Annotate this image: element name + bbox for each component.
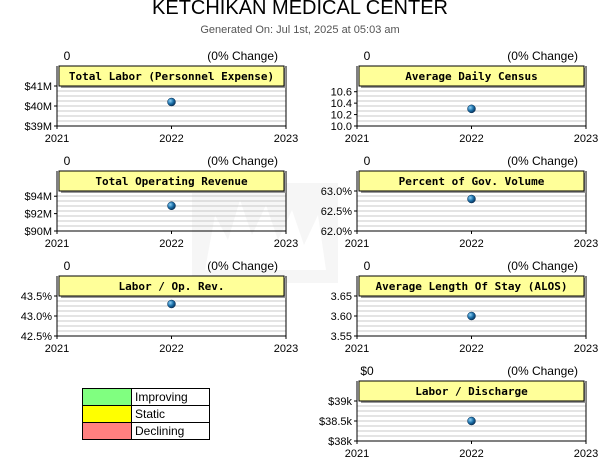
x-tick-label: 2022 (159, 343, 183, 355)
x-tick-label: 2021 (345, 448, 369, 460)
y-tick-label: 63.0% (321, 186, 352, 198)
chart-labor-discharge: $0 (0% Change) Labor / Discharge $38k $38.5k… (319, 364, 598, 460)
x-tick-label: 2021 (345, 343, 369, 355)
y-tick-label: 10.4 (331, 98, 352, 110)
panel-title: Average Length Of Stay (ALOS) (375, 280, 567, 293)
panel-title-box (358, 380, 585, 402)
data-point (467, 104, 476, 114)
x-tick-label: 2021 (345, 238, 369, 250)
y-tick-label: 10.2 (331, 110, 352, 122)
panel-title: Average Daily Census (405, 70, 537, 83)
panel-title: Labor / Op. Rev. (119, 280, 225, 293)
y-tick-label: 10.0 (331, 121, 352, 133)
data-point (167, 97, 176, 107)
x-tick-label: 2022 (159, 133, 183, 145)
change-value: 0 (64, 49, 71, 63)
data-point (467, 311, 476, 321)
data-point (167, 299, 176, 309)
change-percent: (0% Change) (507, 259, 578, 273)
legend-label-declining: Declining (131, 422, 210, 440)
legend-item-declining: Declining (82, 422, 210, 440)
change-value: 0 (364, 49, 371, 63)
legend-label-improving: Improving (131, 388, 210, 406)
change-percent: (0% Change) (207, 259, 278, 273)
x-tick-label: 2023 (574, 343, 598, 355)
data-point (167, 201, 176, 211)
change-value: 0 (64, 154, 71, 168)
y-tick-label: 62.0% (321, 226, 352, 238)
y-tick-label: 43.0% (21, 311, 52, 323)
y-tick-label: $41M (24, 81, 52, 93)
change-percent: (0% Change) (507, 364, 578, 378)
x-tick-label: 2022 (459, 133, 483, 145)
legend-item-improving: Improving (82, 388, 210, 406)
panel-title: Percent of Gov. Volume (399, 175, 545, 188)
chart-average-daily-census: 0 (0% Change) Average Daily Census 10.010.2… (331, 49, 599, 145)
y-tick-label: $90M (24, 226, 52, 238)
change-value: $0 (360, 364, 374, 378)
x-tick-label: 2023 (574, 133, 598, 145)
panel-title: Total Labor (Personnel Expense) (69, 70, 274, 83)
x-tick-label: 2021 (45, 343, 69, 355)
y-tick-label: 3.65 (331, 291, 352, 303)
change-percent: (0% Change) (207, 49, 278, 63)
panel-title-box (58, 170, 285, 192)
x-tick-label: 2021 (45, 133, 69, 145)
page-title: KETCHIKAN MEDICAL CENTER (152, 0, 448, 19)
generated-timestamp: Generated On: Jul 1st, 2025 at 05:03 am (200, 24, 400, 36)
x-tick-label: 2023 (274, 133, 298, 145)
change-percent: (0% Change) (507, 49, 578, 63)
data-point (467, 194, 476, 204)
y-tick-label: $39M (24, 121, 52, 133)
panel-title-box (358, 65, 585, 87)
y-tick-label: $38k (328, 436, 352, 448)
x-tick-label: 2021 (45, 238, 69, 250)
y-tick-label: 3.55 (331, 331, 352, 343)
panel-title: Total Operating Revenue (95, 175, 248, 188)
x-tick-label: 2022 (159, 238, 183, 250)
y-tick-label: $92M (24, 209, 52, 221)
change-percent: (0% Change) (507, 154, 578, 168)
chart-total-operating-revenue: 0 (0% Change) Total Operating Revenue $90M $… (24, 154, 298, 250)
x-tick-label: 2023 (274, 343, 298, 355)
panel-title-box (58, 65, 285, 87)
y-tick-label: 3.60 (331, 311, 352, 323)
y-tick-label: 10.6 (331, 87, 352, 99)
x-tick-label: 2023 (574, 238, 598, 250)
panel-title-box (358, 275, 585, 297)
legend-swatch-declining (82, 422, 132, 440)
chart-labor-op-rev: 0 (0% Change) Labor / Op. Rev. 42.5% 43.0% 43… (21, 259, 298, 355)
panel-title-box (358, 170, 585, 192)
x-tick-label: 2022 (459, 238, 483, 250)
legend-label-static: Static (131, 405, 210, 423)
legend-swatch-improving (82, 388, 132, 406)
y-tick-label: 43.5% (21, 291, 52, 303)
change-percent: (0% Change) (207, 154, 278, 168)
panel-title: Labor / Discharge (415, 385, 528, 398)
y-tick-label: $38.5k (319, 416, 353, 428)
change-value: 0 (364, 154, 371, 168)
y-tick-label: $40M (24, 101, 52, 113)
chart-average-length-of-stay-alos: 0 (0% Change) Average Length Of Stay (ALOS… (331, 259, 599, 355)
legend-swatch-static (82, 405, 132, 423)
chart-total-labor-personnel-expense: 0 (0% Change) Total Labor (Personnel Expen… (24, 49, 298, 145)
x-tick-label: 2022 (459, 448, 483, 460)
x-tick-label: 2023 (574, 448, 598, 460)
panel-title-box (58, 275, 285, 297)
x-tick-label: 2021 (345, 133, 369, 145)
chart-percent-of-gov-volume: 0 (0% Change) Percent of Gov. Volume 62.0% 6… (321, 154, 598, 250)
legend: Improving Static Declining (82, 388, 210, 440)
y-tick-label: 42.5% (21, 331, 52, 343)
x-tick-label: 2022 (459, 343, 483, 355)
change-value: 0 (364, 259, 371, 273)
data-point (467, 416, 476, 426)
legend-item-static: Static (82, 405, 210, 423)
change-value: 0 (64, 259, 71, 273)
y-tick-label: 62.5% (321, 206, 352, 218)
y-tick-label: $39k (328, 396, 352, 408)
y-tick-label: $94M (24, 191, 52, 203)
x-tick-label: 2023 (274, 238, 298, 250)
watermark-logo (192, 183, 338, 283)
